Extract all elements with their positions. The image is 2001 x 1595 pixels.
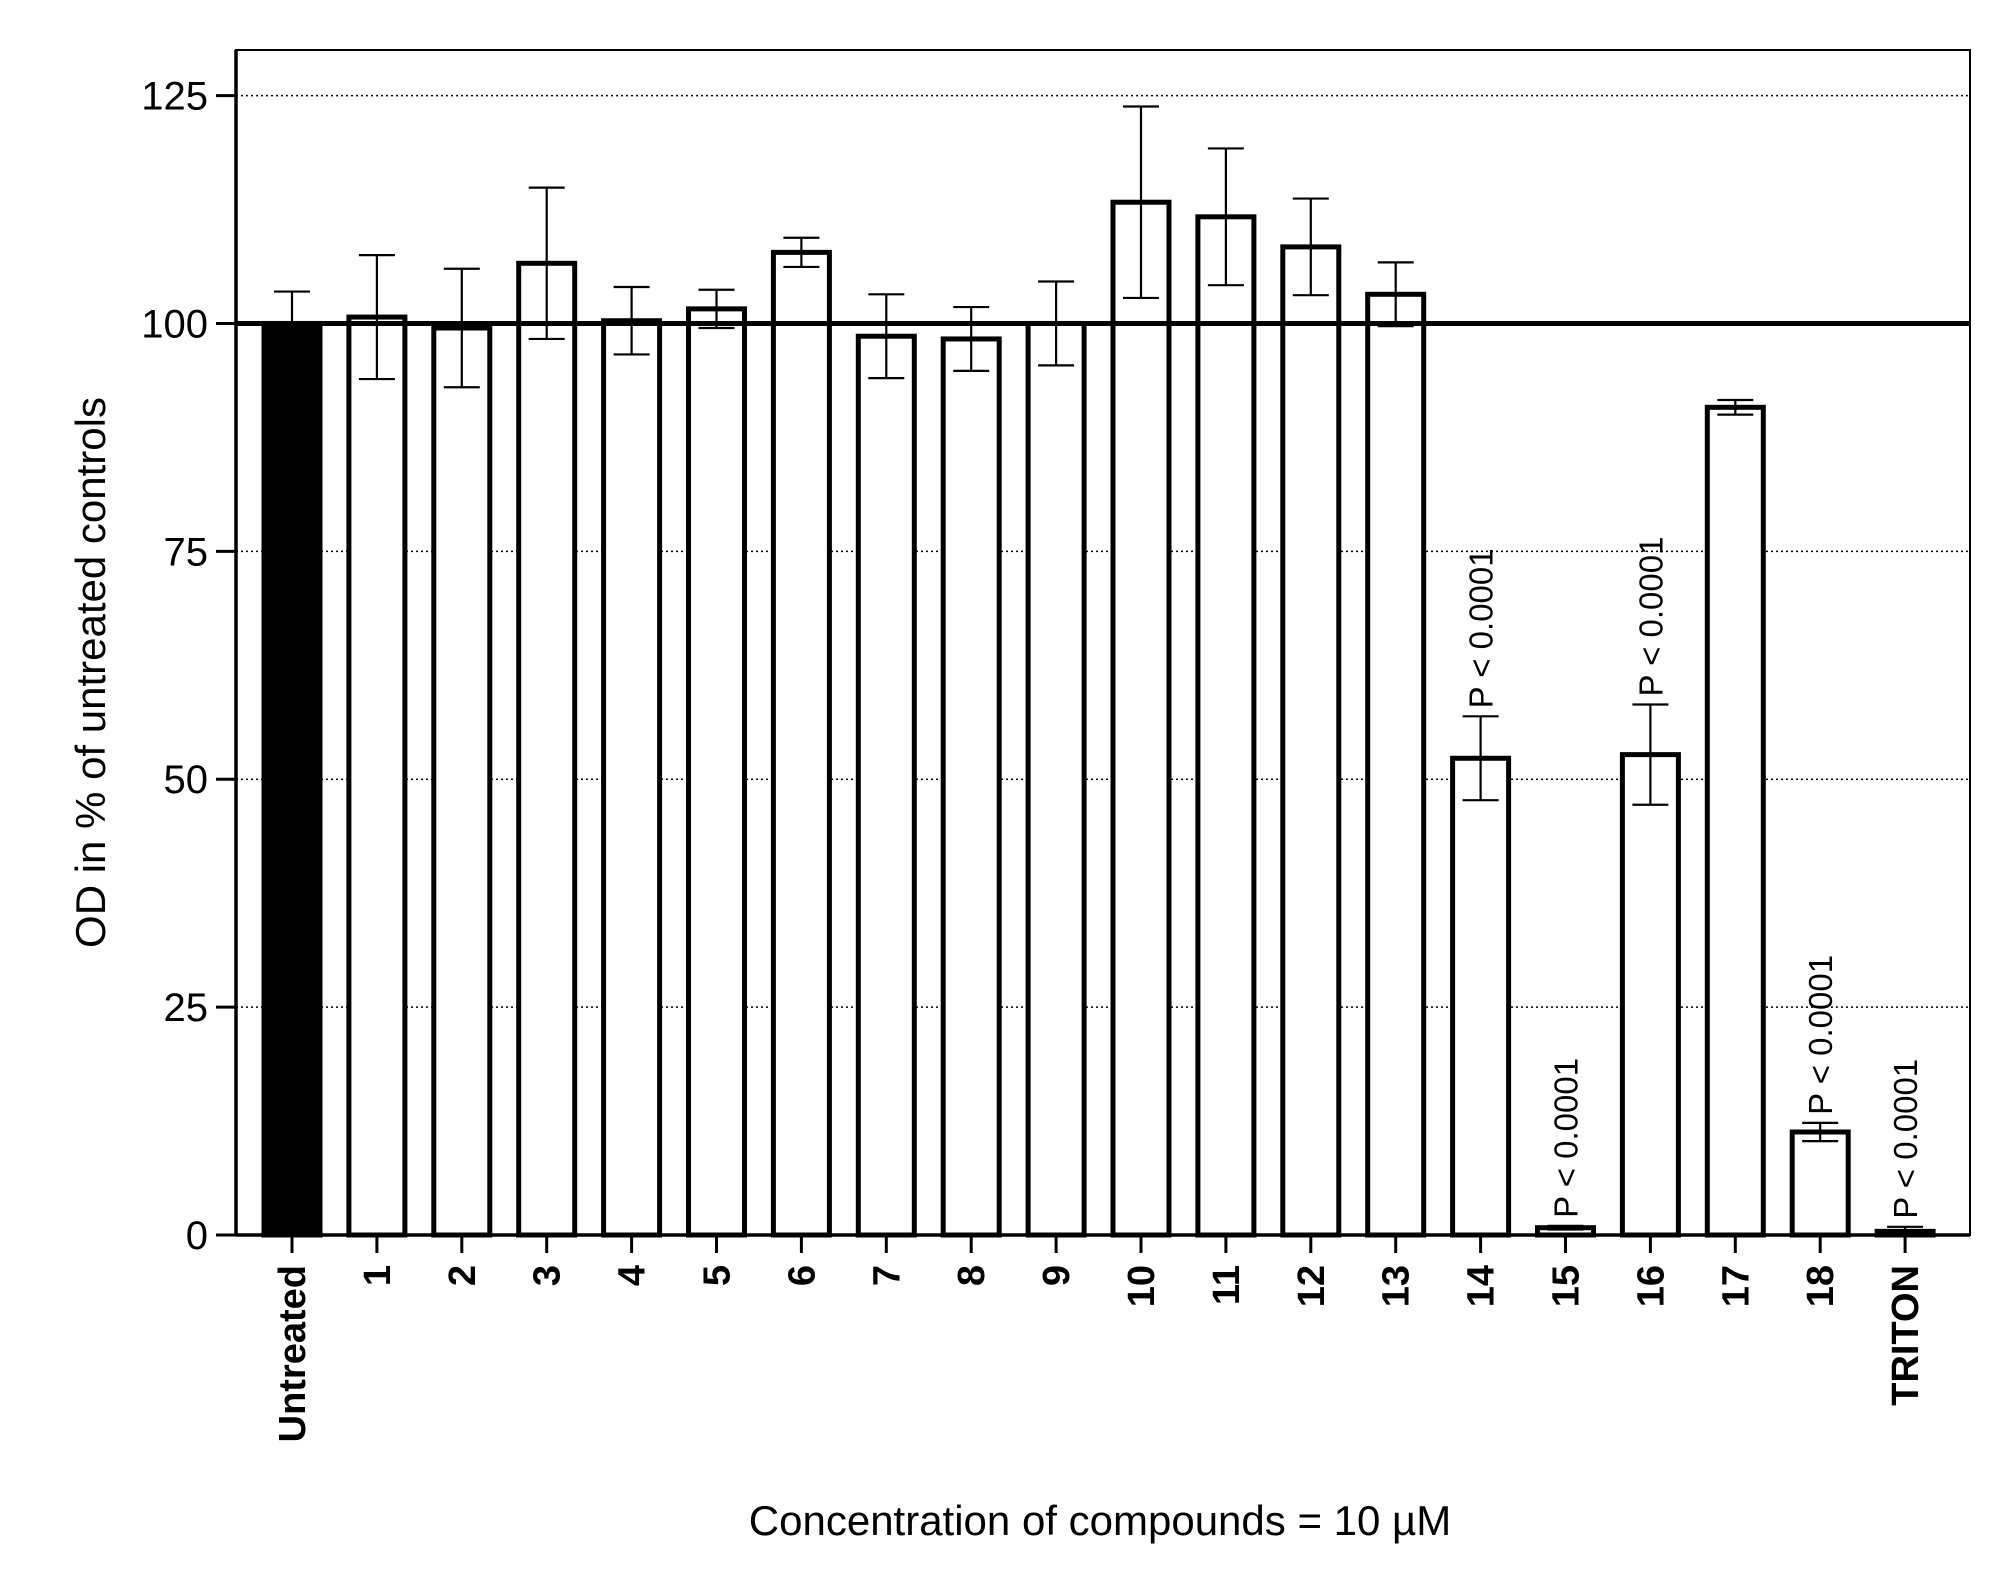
bar [346, 314, 408, 1238]
error-bars [274, 105, 1924, 1237]
y-tick-label: 125 [141, 75, 208, 119]
y-axis-title: OD in % of untreated controls [67, 397, 114, 948]
significance-label: P < 0.0001 [1887, 1059, 1924, 1219]
error-bar [443, 267, 480, 389]
x-tick-label: 11 [1206, 1265, 1248, 1305]
x-tick-label: 3 [527, 1265, 569, 1286]
x-tick-label: 2 [442, 1265, 484, 1286]
x-axis-ticks: Untreated 1 2 3 4 5 6 7 8 9 10 11 12 13 14 15 16 17 18 TRIT… [272, 1235, 1927, 1442]
x-tick-label: 5 [697, 1265, 739, 1286]
x-tick-label: 16 [1630, 1265, 1672, 1307]
bar [1789, 1129, 1851, 1238]
x-tick-label: 9 [1036, 1265, 1078, 1286]
bars [261, 199, 1936, 1238]
y-tick-label: 100 [141, 302, 208, 346]
x-tick-label: 4 [612, 1265, 654, 1286]
x-tick-label: 13 [1376, 1265, 1418, 1307]
error-bar [783, 236, 820, 269]
error-bar [953, 305, 990, 372]
error-bar [1717, 398, 1754, 416]
x-tick-label: 12 [1291, 1265, 1333, 1307]
bar [855, 333, 917, 1238]
significance-annotations: P < 0.0001 P < 0.0001 P < 0.0001 P < 0.0001… [1463, 537, 1925, 1219]
x-tick-label: 15 [1546, 1265, 1588, 1307]
bar [1195, 214, 1257, 1238]
error-bar [1123, 105, 1159, 300]
error-bar [358, 253, 395, 381]
y-axis-ticks: 0 25 50 75 100 125 [141, 75, 236, 1258]
error-bar [698, 288, 735, 330]
y-tick-label: 75 [164, 530, 209, 574]
bar [261, 320, 323, 1238]
grid-lines [236, 94, 1970, 1008]
significance-label: P < 0.0001 [1463, 548, 1500, 708]
bar [770, 249, 832, 1238]
x-tick-label: TRITON [1885, 1265, 1927, 1406]
significance-label: P < 0.0001 [1548, 1058, 1585, 1218]
bar [1450, 755, 1512, 1238]
error-bar [868, 293, 905, 380]
error-bar [274, 290, 310, 357]
y-tick-label: 25 [164, 986, 209, 1030]
bar [1619, 752, 1681, 1238]
bar [1110, 199, 1172, 1238]
x-tick-label: 6 [781, 1265, 823, 1286]
x-tick-label: 7 [866, 1265, 908, 1286]
bar [1280, 244, 1342, 1238]
bar [1025, 320, 1087, 1238]
y-tick-label: 50 [164, 758, 209, 802]
bar [1365, 291, 1427, 1238]
error-bar [1462, 715, 1499, 802]
error-bar [1547, 1224, 1584, 1231]
bar [686, 306, 747, 1238]
error-bar [1207, 147, 1244, 287]
bar [940, 336, 1002, 1238]
x-tick-label: 8 [951, 1265, 993, 1286]
error-bar [1802, 1121, 1839, 1143]
y-tick-label: 0 [186, 1214, 208, 1258]
error-bar [1292, 197, 1329, 297]
significance-label: P < 0.0001 [1802, 955, 1839, 1115]
bar [601, 318, 663, 1238]
x-axis-title: Concentration of compounds = 10 µM [749, 1497, 1451, 1544]
x-tick-label: 18 [1800, 1265, 1842, 1307]
bar [1704, 404, 1766, 1238]
error-bar [1038, 280, 1075, 367]
x-tick-label: Untreated [272, 1265, 314, 1442]
error-bar [528, 186, 565, 341]
error-bar [1377, 261, 1414, 328]
bar [431, 325, 493, 1238]
x-tick-label: 1 [357, 1265, 399, 1286]
x-tick-label: 10 [1121, 1265, 1163, 1307]
bar [516, 260, 578, 1238]
error-bar [613, 285, 650, 356]
x-tick-label: 17 [1715, 1265, 1757, 1307]
x-tick-label: 14 [1461, 1265, 1503, 1307]
plot-frame [234, 49, 1971, 1237]
error-bar [1632, 703, 1669, 806]
significance-label: P < 0.0001 [1632, 537, 1669, 697]
